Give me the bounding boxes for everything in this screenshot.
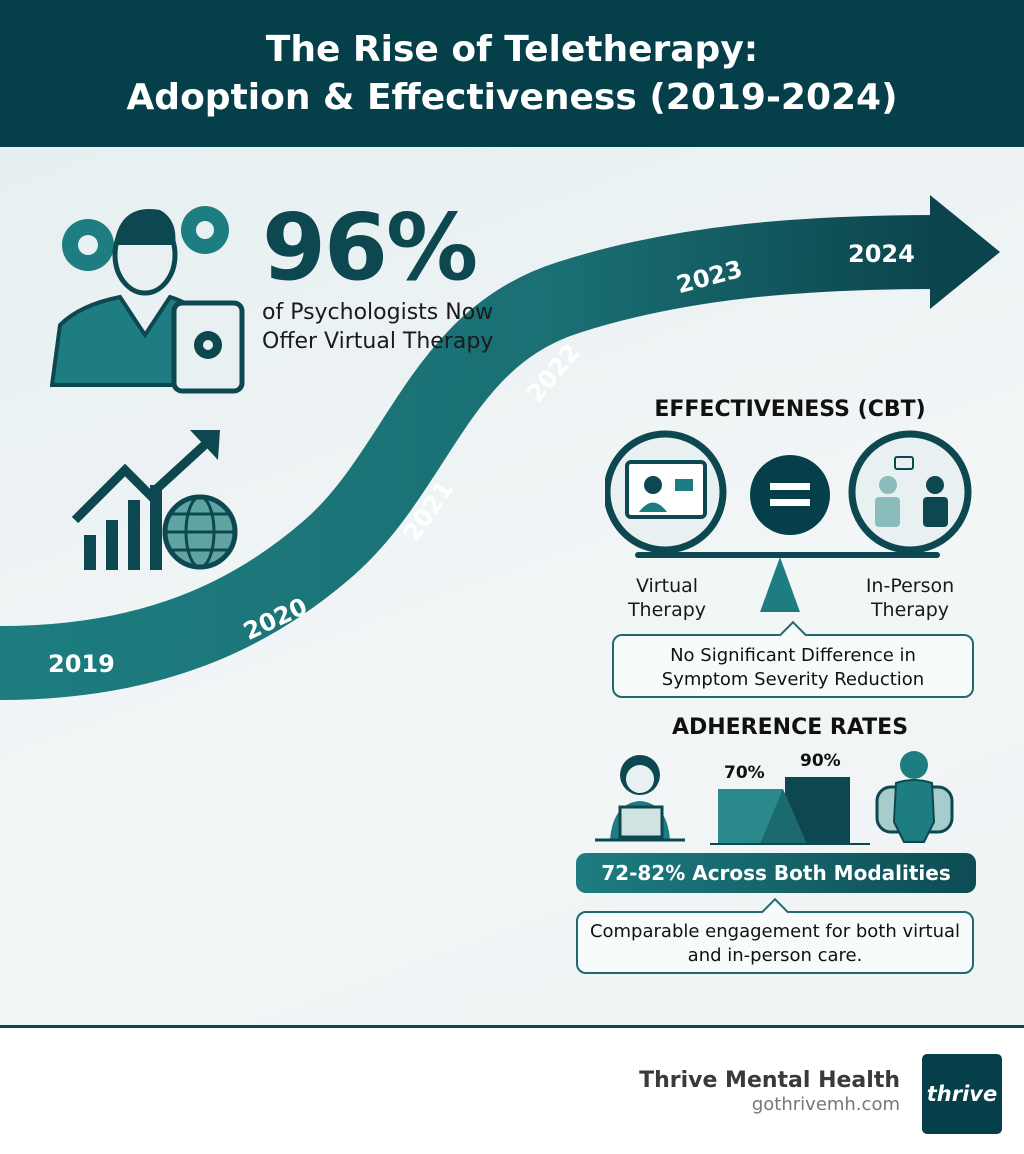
brand-url: gothrivemh.com — [751, 1094, 900, 1115]
timeline-ribbon — [0, 195, 1000, 700]
headset-agent-icon — [595, 755, 685, 842]
arrow-head-icon — [930, 195, 1000, 309]
year-2024: 2024 — [848, 240, 915, 268]
header: The Rise of Teletherapy: Adoption & Effe… — [0, 0, 1024, 147]
seated-person-icon — [875, 751, 954, 843]
effectiveness-heading: EFFECTIVENESS (CBT) — [654, 397, 926, 422]
bar-value-90: 90% — [800, 751, 841, 771]
title-line-1: The Rise of Teletherapy: — [265, 29, 759, 70]
adoption-label: of Psychologists Now Offer Virtual Thera… — [262, 300, 494, 354]
bar-value-70: 70% — [724, 763, 765, 783]
in-person-session-icon — [848, 430, 972, 554]
professional-with-gears-icon — [50, 206, 245, 394]
equals-icon — [750, 455, 830, 535]
footer: Thrive Mental Health gothrivemh.com thri… — [0, 1025, 1024, 1154]
main-area: 2019 2020 2021 2022 2023 2024 96% of Psy… — [0, 147, 1024, 1025]
brand-name: Thrive Mental Health — [639, 1068, 900, 1093]
title-line-2: Adoption & Effectiveness (2019-2024) — [126, 77, 898, 118]
effectiveness-callout: No Significant Difference in Symptom Sev… — [612, 634, 974, 698]
video-call-monitor-icon — [625, 460, 707, 519]
adherence-range-band: 72-82% Across Both Modalities — [576, 853, 976, 893]
in-person-therapy-label: In-Person Therapy — [865, 575, 955, 621]
adherence-heading: ADHERENCE RATES — [671, 715, 909, 740]
adoption-percentage: 96% — [262, 194, 478, 301]
year-2019: 2019 — [48, 650, 115, 678]
virtual-therapy-label: Virtual Therapy — [627, 575, 707, 621]
adherence-bars — [710, 777, 870, 845]
adherence-callout: Comparable engagement for both virtual a… — [576, 911, 974, 974]
growth-chart-icon — [71, 430, 220, 570]
scale-fulcrum-icon — [605, 430, 972, 612]
thrive-logo: thrive — [922, 1054, 1002, 1134]
globe-icon — [162, 494, 238, 570]
adoption-stat: 96% of Psychologists Now Offer Virtual T… — [262, 198, 512, 356]
